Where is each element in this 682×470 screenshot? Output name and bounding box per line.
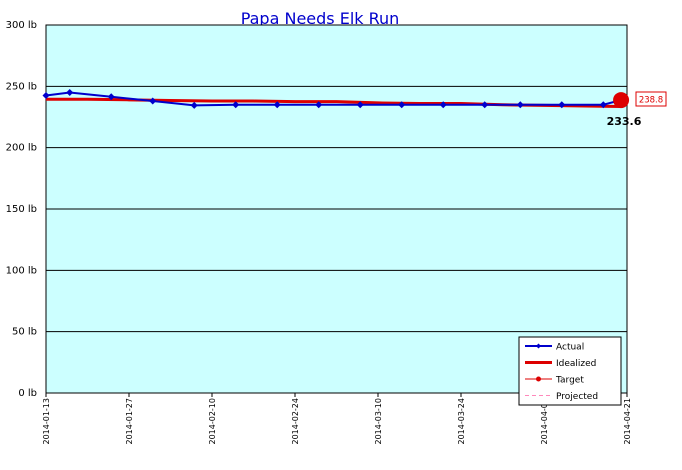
data-point-actual — [439, 101, 447, 109]
current-value-marker — [613, 92, 630, 109]
legend-label: Idealized — [556, 359, 596, 369]
x-tick-label: 2014-02-10 — [208, 398, 217, 445]
legend-marker — [536, 376, 541, 382]
legend: Actual Idealized Target Projected — [518, 336, 622, 406]
y-tick-label: 50 lb — [12, 327, 37, 338]
current-value-box — [635, 91, 667, 107]
y-tick-label: 200 lb — [6, 143, 37, 154]
data-point-actual — [66, 88, 74, 96]
legend-box — [518, 336, 622, 406]
y-tick-label: 300 lb — [6, 20, 37, 31]
plot-area: 0 lb 50 lb 100 lb 150 lb 200 lb 250 lb 300 lb 2… — [6, 20, 632, 445]
legend-label: Projected — [556, 392, 598, 402]
chart-title: Papa Needs Elk Run — [241, 9, 400, 28]
y-tick-label: 150 lb — [6, 204, 37, 215]
data-point-actual — [232, 101, 240, 109]
legend-label: Actual — [556, 343, 584, 353]
x-tick-label: 2014-03-10 — [374, 398, 383, 445]
data-point-actual — [481, 101, 489, 109]
data-point-actual — [107, 93, 115, 101]
data-point-actual — [190, 101, 198, 109]
annotations: 238.8 233.6 — [607, 91, 667, 128]
data-point-actual — [516, 101, 524, 109]
x-tick-label: 2014-01-13 — [42, 398, 51, 445]
y-tick-label: 250 lb — [6, 81, 37, 92]
data-point-actual — [315, 101, 323, 109]
data-point-actual — [149, 97, 157, 105]
legend-label: Target — [555, 376, 584, 386]
x-tick-label: 2014-04-21 — [623, 398, 632, 445]
data-point-actual — [273, 101, 281, 109]
x-tick-label: 2014-01-27 — [125, 398, 134, 445]
x-tick-label: 2014-02-24 — [291, 398, 300, 445]
data-point-actual — [398, 101, 406, 109]
legend-marker — [536, 343, 541, 349]
y-tick-label: 0 lb — [18, 388, 37, 399]
data-point-actual — [599, 101, 607, 109]
y-tick-label: 100 lb — [6, 265, 37, 276]
data-point-actual — [356, 101, 364, 109]
idealized-value-label: 233.6 — [607, 115, 642, 128]
data-point-actual — [558, 101, 566, 109]
current-value-label: 238.8 — [639, 96, 663, 106]
data-point-actual — [42, 92, 50, 100]
x-tick-label: 2014-03-24 — [457, 398, 466, 445]
series-line-actual — [45, 91, 622, 107]
x-tick-label: 2014-04-07 — [540, 398, 549, 445]
